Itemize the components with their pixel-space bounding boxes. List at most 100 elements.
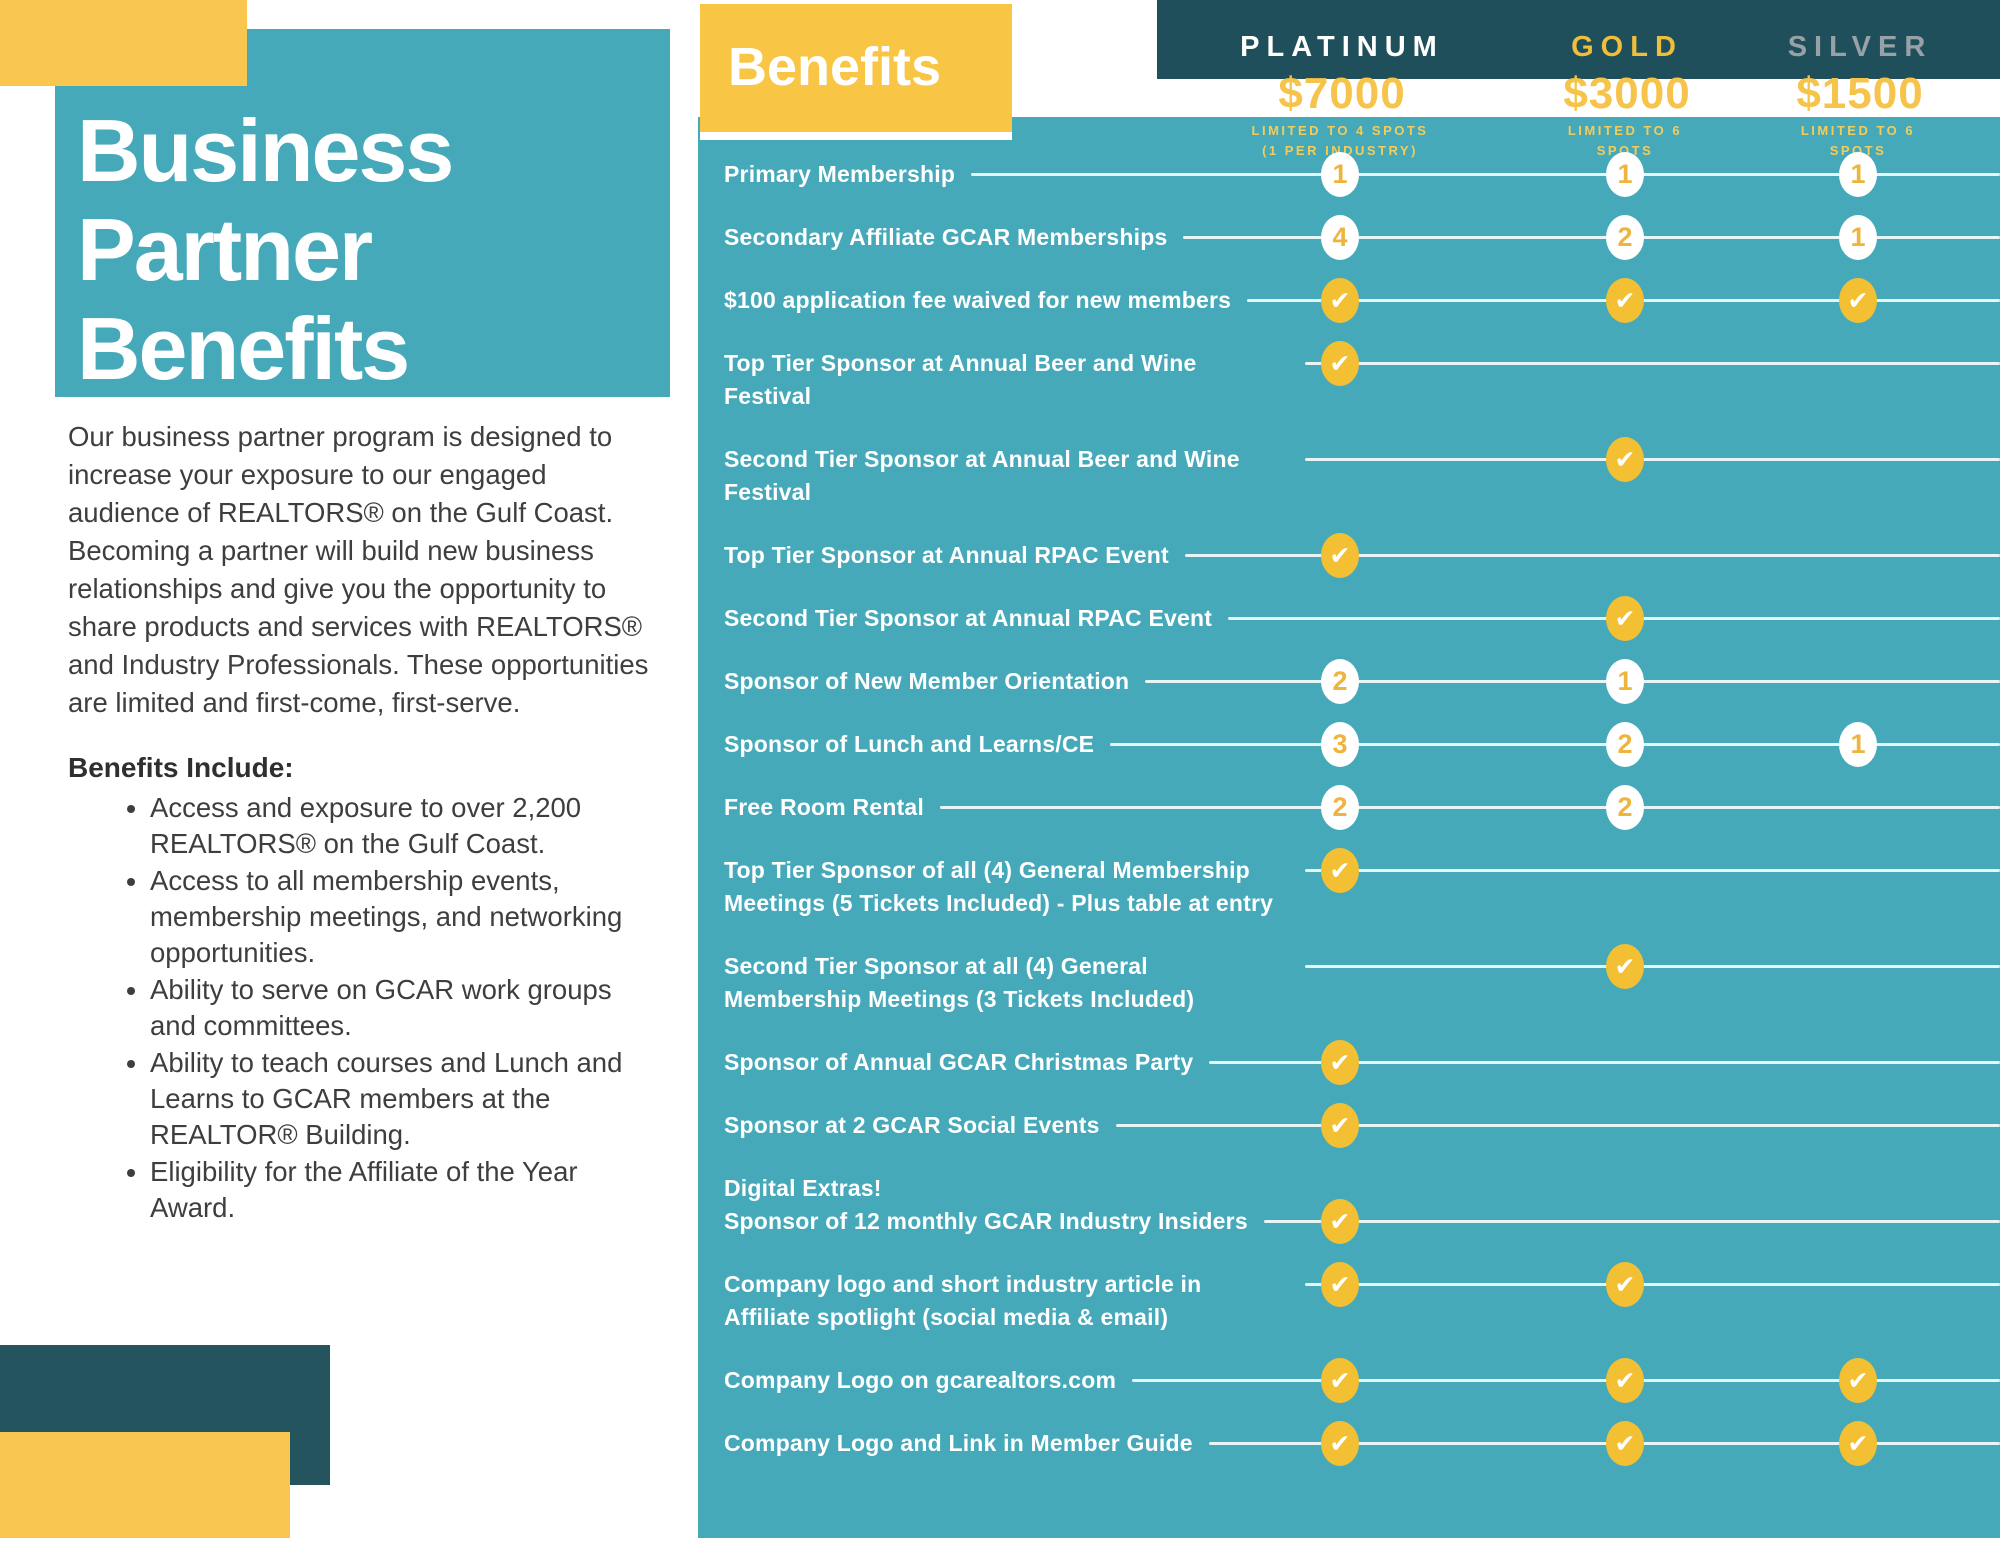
benefits-list: Access and exposure to over 2,200 REALTO… (68, 790, 660, 1226)
benefits-header-label: Benefits (728, 37, 942, 97)
row-line (971, 173, 2000, 176)
gold-value: 2 (1606, 785, 1644, 830)
check-icon: ✔ (1329, 856, 1351, 885)
table-row: Second Tier Sponsor at all (4) General M… (724, 944, 2000, 1016)
check-icon: ✔ (1614, 1366, 1636, 1395)
check-icon: ✔ (1847, 286, 1869, 315)
tier-price-silver: $1500 (1796, 69, 1924, 118)
tier-price-platinum: $7000 (1278, 69, 1406, 118)
row-line (1305, 1283, 2000, 1286)
silver-value: ✔ (1839, 1358, 1877, 1403)
check-icon: ✔ (1329, 349, 1351, 378)
platinum-value: 2 (1321, 785, 1359, 830)
check-icon: ✔ (1329, 286, 1351, 315)
row-label: Company Logo and Link in Member Guide (724, 1430, 1193, 1456)
table-row: Sponsor of Lunch and Learns/CE 3 2 1 (724, 722, 2000, 767)
gold-value: ✔ (1606, 278, 1644, 323)
benefits-include-heading: Benefits Include: (68, 752, 294, 783)
gold-value: ✔ (1606, 944, 1644, 989)
check-icon: ✔ (1614, 604, 1636, 633)
gold-value: 2 (1606, 215, 1644, 260)
table-row: Top Tier Sponsor of all (4) General Memb… (724, 848, 2000, 920)
row-line (1208, 1442, 2000, 1445)
row-line (940, 806, 2000, 809)
gold-value: 2 (1606, 722, 1644, 767)
row-label: Top Tier Sponsor at Annual RPAC Event (724, 542, 1169, 568)
tier-limit-silver: LIMITED TO 6 SPOTS (1800, 123, 1916, 158)
row-label: $100 application fee waived for new memb… (724, 287, 1232, 313)
check-icon: ✔ (1614, 286, 1636, 315)
benefit-bullet-item: Ability to teach courses and Lunch and L… (150, 1045, 660, 1153)
check-icon: ✔ (1847, 1429, 1869, 1458)
benefit-bullet-item: Ability to serve on GCAR work groups and… (150, 972, 660, 1044)
benefit-bullet-item: Access to all membership events, members… (150, 863, 660, 971)
bottom-left-yellow-rect (0, 1432, 290, 1538)
check-icon: ✔ (1329, 1270, 1351, 1299)
platinum-value: ✔ (1321, 1103, 1359, 1148)
check-icon: ✔ (1614, 1270, 1636, 1299)
row-line (1305, 362, 2000, 365)
table-row: Top Tier Sponsor at Annual RPAC Event ✔ (724, 533, 2000, 578)
row-label: Top Tier Sponsor of all (4) General Memb… (724, 857, 1274, 916)
benefits-table-panel: LIMITED TO 4 SPOTS (1 PER INDUSTRY) LIMI… (698, 117, 2000, 1538)
check-icon: ✔ (1614, 952, 1636, 981)
row-label: Second Tier Sponsor at Annual RPAC Event (724, 605, 1213, 631)
table-row: Company Logo and Link in Member Guide ✔ ✔ ✔ (724, 1421, 2000, 1466)
table-row: Second Tier Sponsor at Annual Beer and W… (724, 437, 2000, 509)
tier-name-gold: GOLD (1571, 31, 1683, 63)
row-line (1110, 743, 2000, 746)
top-left-yellow-rect (0, 0, 247, 86)
platinum-value: ✔ (1321, 341, 1359, 386)
gold-value: 1 (1606, 152, 1644, 197)
row-line (1209, 1061, 2000, 1064)
platinum-value: ✔ (1321, 1199, 1359, 1244)
tier-limit-gold: LIMITED TO 6 SPOTS (1567, 123, 1683, 158)
row-line (1184, 554, 2000, 557)
row-label: Primary Membership (724, 161, 956, 187)
table-row: Free Room Rental 2 2 (724, 785, 2000, 830)
platinum-value: 4 (1321, 215, 1359, 260)
row-line (1263, 1220, 2000, 1223)
row-label: Sponsor of New Member Orientation (724, 668, 1130, 694)
row-label: Sponsor of Lunch and Learns/CE (724, 731, 1095, 757)
table-row: Sponsor at 2 GCAR Social Events ✔ (724, 1103, 2000, 1148)
row-label: Digital Extras! Sponsor of 12 monthly GC… (724, 1175, 1248, 1234)
table-row: Digital Extras! Sponsor of 12 monthly GC… (724, 1172, 2000, 1244)
tier-name-silver: SILVER (1787, 31, 1933, 63)
platinum-value: 3 (1321, 722, 1359, 767)
gold-value: ✔ (1606, 596, 1644, 641)
row-label: Second Tier Sponsor at all (4) General M… (724, 953, 1195, 1012)
silver-value: 1 (1839, 215, 1877, 260)
check-icon: ✔ (1614, 445, 1636, 474)
tier-header-band (1157, 0, 2000, 79)
row-label: Second Tier Sponsor at Annual Beer and W… (724, 446, 1240, 505)
platinum-value: ✔ (1321, 848, 1359, 893)
platinum-value: ✔ (1321, 1358, 1359, 1403)
tier-name-platinum: PLATINUM (1240, 31, 1444, 63)
benefit-bullet-item: Eligibility for the Affiliate of the Yea… (150, 1154, 660, 1226)
table-row: $100 application fee waived for new memb… (724, 278, 2000, 323)
row-line (1305, 965, 2000, 968)
row-label: Free Room Rental (724, 794, 925, 820)
check-icon: ✔ (1329, 541, 1351, 570)
tier-price-gold: $3000 (1563, 69, 1691, 118)
row-line (1115, 1124, 2000, 1127)
table-row: Company logo and short industry article … (724, 1262, 2000, 1334)
platinum-value: 2 (1321, 659, 1359, 704)
table-row: Company Logo on gcarealtors.com ✔ ✔ ✔ (724, 1358, 2000, 1403)
gold-value: ✔ (1606, 1421, 1644, 1466)
title-box: Business Partner Benefits (55, 29, 670, 398)
page-title: Business Partner Benefits (77, 101, 454, 398)
table-rows: Primary Membership 1 1 1 Secondary Affiliate… (698, 117, 2000, 1490)
silver-value: ✔ (1839, 1421, 1877, 1466)
platinum-value: ✔ (1321, 1262, 1359, 1307)
row-label: Sponsor at 2 GCAR Social Events (724, 1112, 1100, 1138)
silver-value: 1 (1839, 152, 1877, 197)
silver-value: 1 (1839, 722, 1877, 767)
intro-paragraph: Our business partner program is designed… (68, 421, 649, 718)
row-label: Sponsor of Annual GCAR Christmas Party (724, 1049, 1194, 1075)
check-icon: ✔ (1329, 1429, 1351, 1458)
row-label: Company Logo on gcarealtors.com (724, 1367, 1117, 1393)
platinum-value: 1 (1321, 152, 1359, 197)
